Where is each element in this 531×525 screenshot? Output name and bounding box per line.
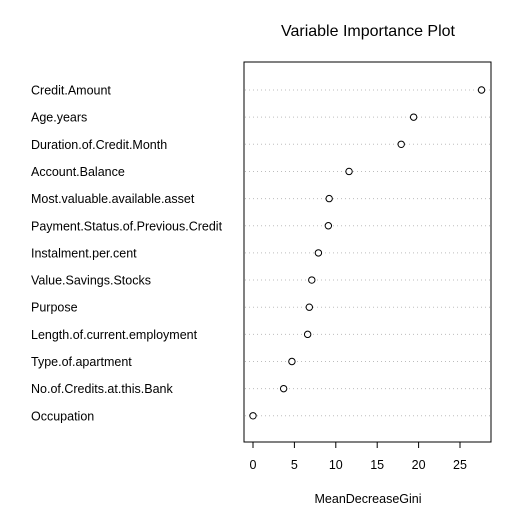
row-label: Type.of.apartment: [31, 355, 132, 369]
row-label: Length.of.current.employment: [31, 328, 198, 342]
grid-lines: [245, 89, 490, 417]
row-label: Age.years: [31, 111, 87, 125]
data-point: [477, 86, 486, 94]
row-labels: Credit.Amount Age.years Duration.of.Credit…: [31, 84, 223, 424]
data-points: [249, 86, 486, 420]
row-label: Most.valuable.available.asset: [31, 192, 195, 206]
row-label: Duration.of.Credit.Month: [31, 138, 167, 152]
row-label: Occupation: [31, 409, 94, 423]
data-point: [409, 113, 418, 121]
x-tick-label: 5: [291, 458, 298, 472]
row-label: No.of.Credits.at.this.Bank: [31, 382, 173, 396]
data-point: [305, 303, 314, 311]
x-tick-label: 25: [453, 458, 467, 472]
x-tick-label: 0: [250, 458, 257, 472]
plot-frame: [243, 61, 492, 443]
data-point: [325, 194, 333, 203]
row-label: Credit.Amount: [31, 84, 111, 98]
data-point: [345, 167, 353, 176]
row-label: Value.Savings.Stocks: [31, 274, 151, 288]
data-point: [249, 412, 257, 420]
x-axis: 0 5 10 15 20 25: [250, 441, 467, 472]
row-label: Payment.Status.of.Previous.Credit: [31, 219, 223, 233]
row-label: Account.Balance: [31, 165, 125, 179]
data-point: [303, 330, 312, 339]
data-point: [397, 140, 405, 149]
data-point: [324, 222, 333, 230]
x-tick-label: 20: [412, 458, 426, 472]
row-label: Instalment.per.cent: [31, 246, 137, 260]
x-tick-label: 15: [370, 458, 384, 472]
x-axis-title: MeanDecreaseGini: [315, 492, 422, 506]
row-label: Purpose: [31, 301, 78, 315]
data-point: [288, 357, 296, 366]
data-point: [308, 276, 316, 284]
x-tick-label: 10: [329, 458, 343, 472]
chart-title: Variable Importance Plot: [281, 23, 456, 40]
data-point: [279, 384, 288, 393]
data-point: [314, 249, 323, 257]
